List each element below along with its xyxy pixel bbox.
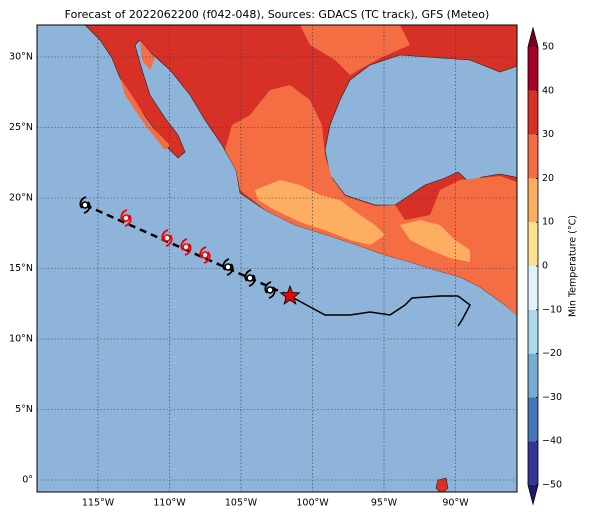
storm-icon — [161, 229, 173, 247]
colorbar-tick-label: −40 — [542, 436, 562, 447]
lon-tick-label: 115°W — [82, 498, 115, 509]
storm-icons — [79, 196, 276, 299]
map-title: Forecast of 2022062200 (f042-048), Sourc… — [65, 8, 490, 21]
colorbar-over — [528, 28, 538, 47]
lon-tick-label: 110°W — [153, 498, 186, 509]
colorbar-tick-label: 30 — [542, 129, 554, 140]
storm-icon — [222, 258, 234, 276]
past-track — [289, 295, 471, 327]
colorbar-under — [528, 485, 538, 504]
storm-eye — [266, 286, 274, 294]
lat-tick-label: 10°N — [9, 334, 33, 345]
lat-tick-label: 20°N — [9, 193, 33, 204]
colorbar-label: Min Temperature (°C) — [568, 215, 579, 317]
lon-tick-label: 95°W — [371, 498, 398, 509]
lon-tick-label: 105°W — [225, 498, 258, 509]
lat-tick-label: 5°N — [15, 404, 33, 415]
colorbar-tick-label: −30 — [542, 392, 562, 403]
storm-eye — [182, 243, 190, 251]
map-frame — [36, 24, 518, 493]
forecast-track — [84, 203, 291, 298]
colorbar-tick-label: −20 — [542, 348, 562, 359]
land-warm — [120, 25, 410, 150]
colorbar-band — [528, 222, 538, 266]
colorbar-band — [528, 353, 538, 398]
colorbar-band — [528, 134, 538, 179]
colorbar-tick-label: −50 — [542, 480, 562, 491]
land-mild — [255, 180, 470, 262]
storm-eye — [163, 234, 171, 242]
colorbar-band — [528, 397, 538, 442]
colorbar: 50 40 30 20 10 0 −10 −20 −30 −40 −50 — [527, 26, 562, 506]
storm-icon — [79, 196, 91, 214]
lat-tick-label: 15°N — [9, 263, 33, 274]
colorbar-band — [528, 178, 538, 223]
lon-tick-label: 100°W — [296, 498, 329, 509]
island — [435, 477, 449, 492]
colorbar-tick-label: 10 — [542, 217, 554, 228]
graticule — [37, 25, 517, 492]
colorbar-tick-label: 0 — [542, 261, 548, 272]
lat-tick-label: 0° — [22, 475, 33, 486]
colorbar-band — [528, 441, 538, 485]
lon-tick-label: 90°W — [442, 498, 469, 509]
storm-icon — [120, 209, 132, 227]
colorbar-band — [528, 309, 538, 354]
storm-eye — [201, 251, 209, 259]
storm-eye — [122, 214, 130, 222]
storm-eye — [246, 274, 254, 282]
storm-icon — [244, 269, 256, 287]
current-position — [279, 284, 301, 305]
colorbar-band — [528, 90, 538, 135]
map — [37, 25, 517, 492]
colorbar-tick-label: 20 — [542, 173, 554, 184]
land-warm — [225, 85, 517, 316]
storm-icon — [264, 281, 276, 299]
storm-eye — [224, 263, 232, 271]
lat-tick-label: 30°N — [9, 52, 33, 63]
lat-tick-label: 25°N — [9, 122, 33, 133]
storm-icon — [180, 238, 192, 256]
colorbar-tick-label: −10 — [542, 304, 562, 315]
colorbar-tick-label: 40 — [542, 85, 554, 96]
storm-eye — [81, 201, 89, 209]
colorbar-band — [528, 266, 538, 310]
colorbar-band — [528, 47, 538, 91]
colorbar-tick-label: 50 — [542, 42, 554, 53]
storm-icon — [199, 246, 211, 264]
